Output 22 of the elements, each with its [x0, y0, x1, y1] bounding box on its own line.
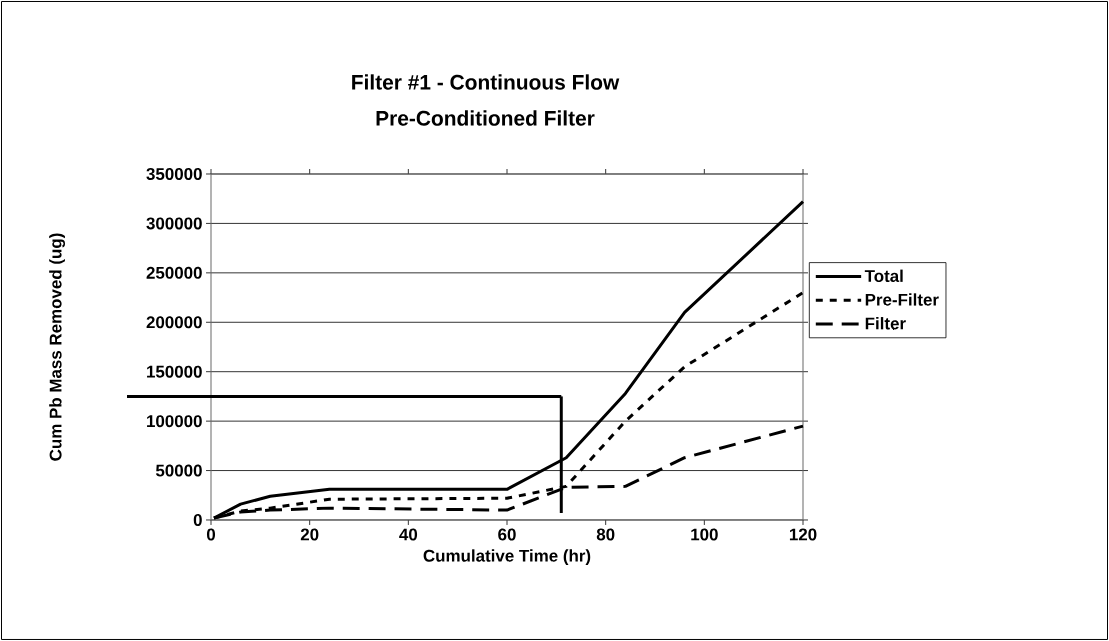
- x-tick-label: 0: [206, 528, 216, 541]
- x-tick-label: 60: [498, 528, 516, 541]
- y-tick-label: 300000: [146, 217, 202, 230]
- y-tick-label: 0: [193, 513, 202, 526]
- legend-label: Pre-Filter: [865, 293, 939, 306]
- x-tick-label: 80: [596, 528, 615, 541]
- x-tick-label: 120: [789, 528, 817, 541]
- x-tick-label: 100: [691, 528, 718, 541]
- legend-label: Total: [864, 269, 903, 283]
- y-axis-title: Cum Pb Mass Removed (ug): [49, 233, 66, 461]
- legend-label: Filter: [865, 317, 906, 330]
- y-tick-label: 350000: [146, 167, 202, 180]
- chart-title: Filter #1 - Continuous Flow: [352, 74, 620, 90]
- y-tick-label: 50000: [155, 464, 202, 477]
- x-tick-label: 40: [399, 528, 418, 541]
- x-axis-title: Cumulative Time (hr): [423, 549, 591, 566]
- y-tick-label: 200000: [146, 316, 202, 329]
- chart-subtitle: Pre-Conditioned Filter: [376, 110, 595, 126]
- y-tick-label: 150000: [147, 365, 202, 378]
- y-tick-label: 250000: [146, 266, 202, 279]
- x-tick-label: 20: [300, 528, 319, 541]
- y-tick-label: 100000: [147, 415, 202, 428]
